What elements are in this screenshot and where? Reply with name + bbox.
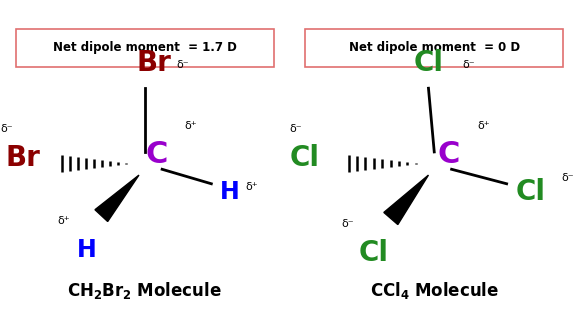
Text: H: H bbox=[77, 238, 97, 262]
Text: Cl: Cl bbox=[290, 144, 320, 172]
Text: Br: Br bbox=[6, 144, 41, 172]
Text: $\mathbf{CCl_4\ Molecule}$: $\mathbf{CCl_4\ Molecule}$ bbox=[369, 280, 499, 301]
Text: δ⁺: δ⁺ bbox=[57, 216, 70, 226]
Polygon shape bbox=[384, 175, 428, 225]
Text: Br: Br bbox=[136, 49, 171, 77]
Text: $\mathbf{CH_2Br_2\ Molecule}$: $\mathbf{CH_2Br_2\ Molecule}$ bbox=[67, 280, 222, 301]
Text: δ⁻: δ⁻ bbox=[290, 124, 302, 134]
FancyBboxPatch shape bbox=[306, 29, 563, 66]
Text: δ⁻: δ⁻ bbox=[561, 173, 574, 183]
Text: δ⁺: δ⁺ bbox=[245, 182, 258, 192]
Text: Cl: Cl bbox=[515, 179, 545, 206]
Text: δ⁻: δ⁻ bbox=[341, 219, 354, 229]
Text: δ⁻: δ⁻ bbox=[176, 60, 189, 70]
Text: C: C bbox=[438, 140, 460, 169]
Text: δ⁺: δ⁺ bbox=[185, 121, 197, 131]
Text: H: H bbox=[220, 181, 240, 204]
Text: C: C bbox=[145, 140, 167, 169]
Text: δ⁻: δ⁻ bbox=[463, 60, 475, 70]
Text: Net dipole moment  = 0 D: Net dipole moment = 0 D bbox=[349, 41, 520, 54]
Text: δ⁻: δ⁻ bbox=[0, 124, 13, 134]
Text: Cl: Cl bbox=[358, 239, 389, 267]
FancyBboxPatch shape bbox=[16, 29, 274, 66]
Text: δ⁺: δ⁺ bbox=[477, 121, 490, 131]
Text: Net dipole moment  = 1.7 D: Net dipole moment = 1.7 D bbox=[53, 41, 237, 54]
Polygon shape bbox=[95, 175, 139, 221]
Text: Cl: Cl bbox=[414, 49, 444, 77]
